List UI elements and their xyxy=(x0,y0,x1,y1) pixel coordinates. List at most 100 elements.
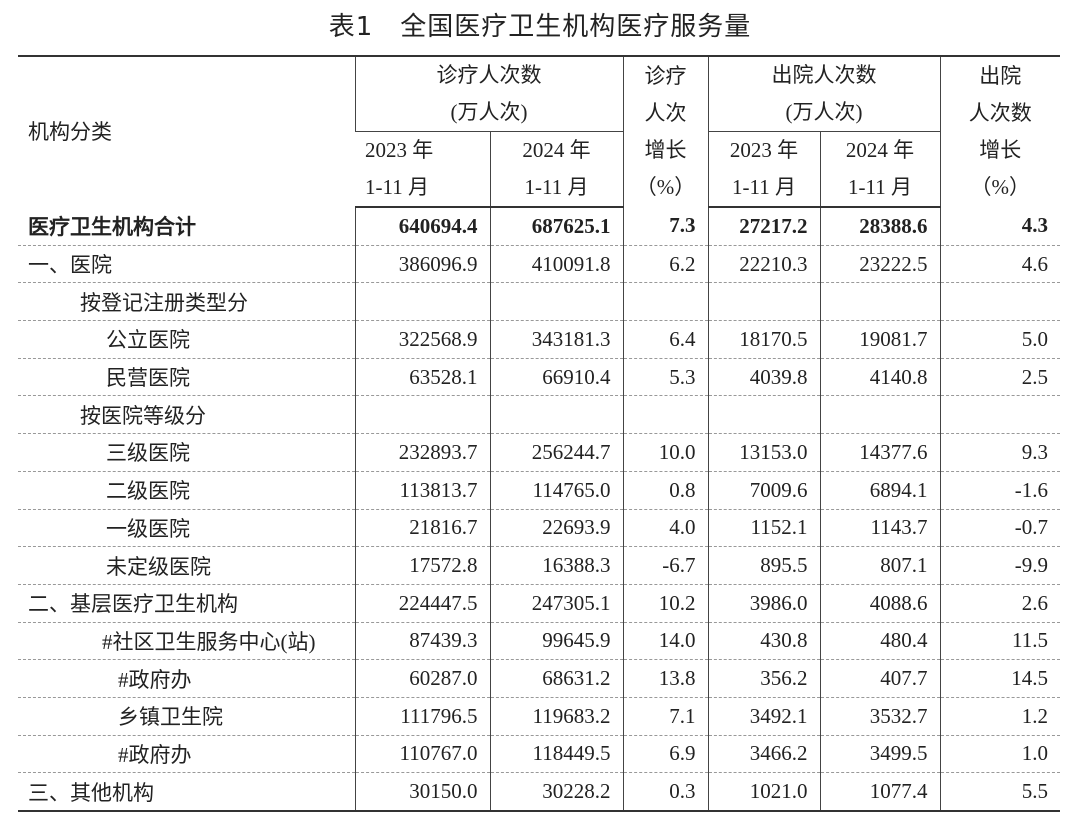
value-cell: 410091.8 xyxy=(489,245,623,284)
row-label: 乡镇卫生院 xyxy=(18,697,355,736)
value-cell: 5.3 xyxy=(622,358,708,397)
value-cell: 114765.0 xyxy=(489,471,623,510)
value-cell xyxy=(819,282,940,322)
value-cell: 4.0 xyxy=(622,509,708,548)
value-cell: 3986.0 xyxy=(707,584,820,623)
table-row: 医疗卫生机构合计 640694.4 687625.1 7.3 27217.2 28388.… xyxy=(18,207,1060,246)
value-cell: 256244.7 xyxy=(489,433,623,472)
row-label: 按登记注册类型分 xyxy=(18,282,355,322)
value-cell: 21816.7 xyxy=(354,509,490,548)
value-cell: 68631.2 xyxy=(489,659,623,698)
value-cell: -6.7 xyxy=(622,546,708,585)
value-cell xyxy=(489,282,623,322)
header-line: 诊疗人次数 xyxy=(436,63,542,87)
table-row: 乡镇卫生院 111796.5 119683.2 7.1 3492.1 3532.7 1.2 xyxy=(18,697,1060,736)
table-title: 表1 全国医疗卫生机构医疗服务量 xyxy=(328,12,752,42)
value-cell: 7.1 xyxy=(622,697,708,736)
value-cell: 17572.8 xyxy=(354,546,490,585)
header-line: 2023 年 xyxy=(365,138,434,162)
row-label: 二、基层医疗卫生机构 xyxy=(18,584,355,623)
value-cell: 4039.8 xyxy=(707,358,820,397)
header-line: 1-11 月 xyxy=(848,175,912,199)
value-cell xyxy=(819,395,940,435)
value-cell: 22210.3 xyxy=(707,245,820,284)
value-cell: 6.9 xyxy=(622,735,708,774)
value-cell: 13153.0 xyxy=(707,433,820,472)
row-label: 未定级医院 xyxy=(18,546,355,585)
header-line: 1-11 月 xyxy=(524,175,589,199)
header-line: 增长 xyxy=(979,138,1022,162)
header-line: （%） xyxy=(970,175,1031,199)
header-line: 出院人次数 xyxy=(771,63,877,87)
table-row: 三级医院 232893.7 256244.7 10.0 13153.0 14377.6 9.… xyxy=(18,433,1060,472)
header-line: (万人次) xyxy=(450,100,528,124)
header-line: 出院 xyxy=(979,64,1022,88)
value-cell: 807.1 xyxy=(819,546,940,585)
table-row: 公立医院 322568.9 343181.3 6.4 18170.5 19081.7 5.0 xyxy=(18,320,1060,359)
table-row: 一级医院 21816.7 22693.9 4.0 1152.1 1143.7 -0.7 xyxy=(18,509,1060,548)
value-cell: 3532.7 xyxy=(819,697,940,736)
value-cell: 4.3 xyxy=(939,207,1060,246)
value-cell: 63528.1 xyxy=(354,358,490,397)
value-cell: 110767.0 xyxy=(354,735,490,774)
value-cell: 87439.3 xyxy=(354,622,490,661)
value-cell: 430.8 xyxy=(707,622,820,661)
value-cell: 7009.6 xyxy=(707,471,820,510)
value-cell: 1143.7 xyxy=(819,509,940,548)
table-row: 二级医院 113813.7 114765.0 0.8 7009.6 6894.1 -1.6 xyxy=(18,471,1060,510)
value-cell: 30228.2 xyxy=(489,772,623,813)
value-cell: 119683.2 xyxy=(489,697,623,736)
value-cell: 0.8 xyxy=(622,471,708,510)
table-row: 二、基层医疗卫生机构 224447.5 247305.1 10.2 3986.0 4088… xyxy=(18,584,1060,623)
value-cell: -0.7 xyxy=(939,509,1060,548)
value-cell: 13.8 xyxy=(622,659,708,698)
value-cell: 224447.5 xyxy=(354,584,490,623)
value-cell: 5.0 xyxy=(939,320,1060,359)
value-cell: 0.3 xyxy=(622,772,708,813)
header-cell: 机构分类 xyxy=(18,55,355,207)
value-cell: 247305.1 xyxy=(489,584,623,623)
value-cell: 6.4 xyxy=(622,320,708,359)
value-cell: 1.2 xyxy=(939,697,1060,736)
value-cell: 1152.1 xyxy=(707,509,820,548)
header-line: 2024 年 xyxy=(845,138,915,162)
value-cell: 7.3 xyxy=(622,207,708,246)
value-cell: 5.5 xyxy=(939,772,1060,813)
value-cell: 232893.7 xyxy=(354,433,490,472)
value-cell: 28388.6 xyxy=(819,207,940,246)
value-cell: 687625.1 xyxy=(489,207,623,246)
value-cell: 3499.5 xyxy=(819,735,940,774)
header-cell: 诊疗 人次 增长 （%） xyxy=(622,55,708,207)
value-cell: 895.5 xyxy=(707,546,820,585)
row-label: #政府办 xyxy=(18,659,355,698)
value-cell xyxy=(939,282,1060,322)
value-cell: 19081.7 xyxy=(819,320,940,359)
row-label: 医疗卫生机构合计 xyxy=(18,207,355,246)
value-cell xyxy=(354,395,490,435)
value-cell: 10.0 xyxy=(622,433,708,472)
header-cell: 出院 人次数 增长 （%） xyxy=(939,55,1060,207)
value-cell: 6.2 xyxy=(622,245,708,284)
value-cell: 66910.4 xyxy=(489,358,623,397)
value-cell xyxy=(707,282,820,322)
header-line: 人次 xyxy=(644,101,687,125)
value-cell: 99645.9 xyxy=(489,622,623,661)
value-cell: -9.9 xyxy=(939,546,1060,585)
value-cell: 6894.1 xyxy=(819,471,940,510)
table-row: #社区卫生服务中心(站) 87439.3 99645.9 14.0 430.8 480.4… xyxy=(18,622,1060,661)
header-line: 增长 xyxy=(644,138,687,162)
value-cell: 23222.5 xyxy=(819,245,940,284)
value-cell: 113813.7 xyxy=(354,471,490,510)
table-row: 未定级医院 17572.8 16388.3 -6.7 895.5 807.1 -9.9 xyxy=(18,546,1060,585)
row-label: #政府办 xyxy=(18,735,355,774)
row-label: #社区卫生服务中心(站) xyxy=(18,622,355,661)
value-cell: 386096.9 xyxy=(354,245,490,284)
table-row: 按医院等级分 xyxy=(18,395,1060,435)
value-cell: 1.0 xyxy=(939,735,1060,774)
value-cell: 480.4 xyxy=(819,622,940,661)
value-cell: 1021.0 xyxy=(707,772,820,813)
value-cell: 14.0 xyxy=(622,622,708,661)
value-cell: 18170.5 xyxy=(707,320,820,359)
value-cell xyxy=(354,282,490,322)
header-line: (万人次) xyxy=(785,100,863,124)
